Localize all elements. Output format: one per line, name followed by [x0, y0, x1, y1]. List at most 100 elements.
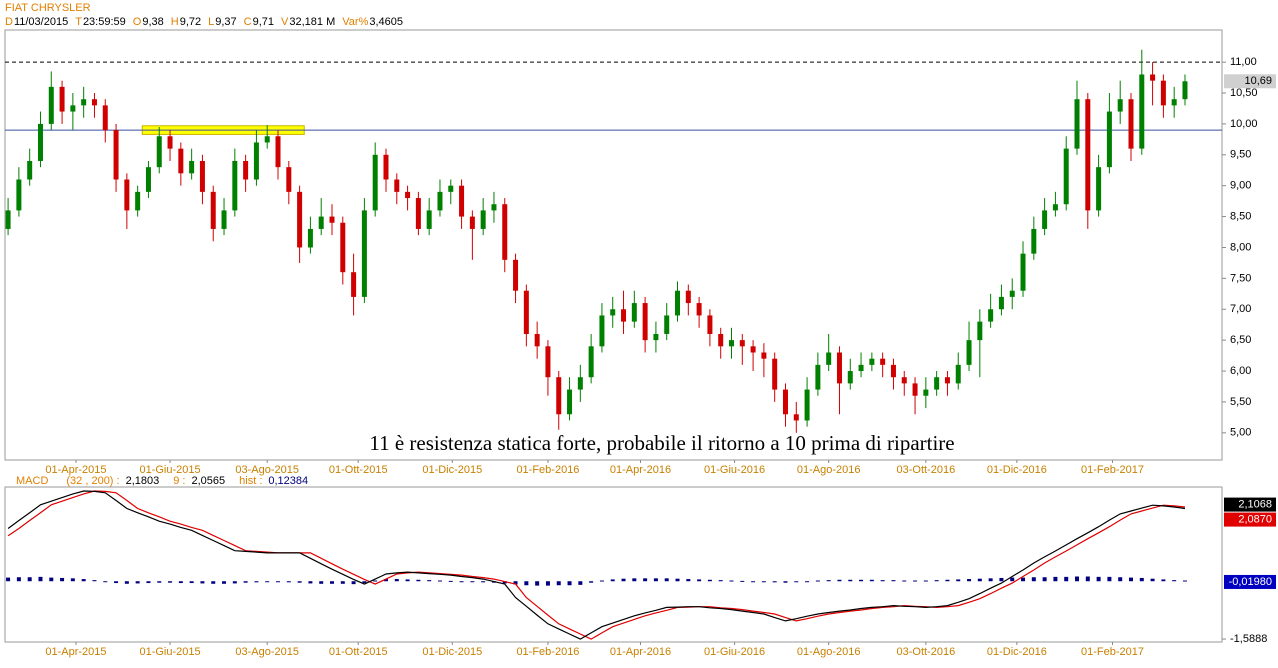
histogram-bar	[330, 581, 335, 584]
candle-body	[189, 160, 195, 174]
candle-body	[135, 191, 141, 211]
histogram-bar	[567, 581, 572, 586]
candle-body	[351, 272, 357, 297]
candle-body	[16, 179, 22, 211]
candle-body	[826, 352, 832, 365]
histogram-bar	[1075, 576, 1080, 582]
candle-body	[513, 259, 519, 291]
histogram-bar	[1182, 580, 1187, 582]
x-tick-label: 01-Giu-2016	[704, 646, 765, 658]
y-tick-label: 7,50	[1230, 272, 1251, 284]
field-key: V	[281, 16, 289, 28]
title: FIAT CHRYSLER	[5, 2, 91, 14]
histogram-bar	[114, 581, 119, 584]
histogram-bar	[308, 581, 313, 584]
x-tick-label: 01-Ott-2015	[329, 464, 388, 476]
candle-body	[1128, 99, 1134, 149]
candle-body	[1106, 111, 1112, 168]
histogram-bar	[254, 581, 259, 583]
histogram-bar	[729, 580, 734, 582]
candle-body	[48, 86, 54, 124]
histogram-bar	[81, 579, 86, 582]
x-tick-label: 01-Feb-2017	[1081, 646, 1144, 658]
histogram-bar	[772, 581, 777, 583]
candle-body	[610, 309, 616, 316]
histogram-bar	[319, 581, 324, 584]
histogram-bar	[1139, 577, 1144, 582]
histogram-bar	[513, 581, 518, 585]
price-tag-label: 2,0870	[1238, 513, 1272, 525]
candle-body	[491, 204, 497, 211]
legend-value: 0,12384	[268, 475, 308, 487]
histogram-bar	[923, 580, 928, 582]
legend-value: 2,0565	[191, 475, 225, 487]
candle-body	[642, 303, 648, 341]
histogram-bar	[556, 581, 561, 586]
candle-body	[1042, 210, 1048, 229]
candle-body	[415, 198, 421, 229]
candle-body	[372, 154, 378, 211]
histogram-bar	[49, 577, 54, 582]
x-tick-label: 01-Giu-2016	[704, 464, 765, 476]
y-tick-label: 5,50	[1230, 396, 1251, 408]
candle-body	[545, 346, 551, 378]
candle-body	[113, 130, 119, 180]
x-tick-label: 01-Ago-2016	[797, 464, 861, 476]
candle-body	[124, 179, 130, 211]
histogram-bar	[373, 580, 378, 582]
candle-body	[5, 210, 11, 229]
histogram-bar	[394, 579, 399, 582]
histogram-bar	[1161, 579, 1166, 582]
histogram-bar	[707, 579, 712, 582]
candle-body	[243, 160, 249, 180]
candle-body	[1182, 81, 1188, 100]
candle-body	[286, 167, 292, 192]
candle-body	[329, 216, 335, 223]
x-tick-label: 01-Dic-2016	[987, 464, 1047, 476]
histogram-bar	[761, 581, 766, 583]
y-tick-label: 8,00	[1230, 241, 1251, 253]
candle-body	[340, 222, 346, 273]
x-tick-label: 01-Apr-2015	[45, 646, 106, 658]
candle-body	[37, 123, 43, 161]
candle-body	[772, 358, 778, 390]
candle-body	[178, 148, 184, 174]
candle-body	[1031, 228, 1037, 254]
candle-body	[750, 346, 756, 353]
price-tag	[1224, 574, 1276, 589]
histogram-bar	[610, 579, 615, 582]
legend-label: hist :	[239, 475, 262, 487]
x-tick-label: 03-Ott-2016	[896, 464, 955, 476]
candle-body	[1052, 204, 1058, 211]
x-tick-label: 01-Dic-2015	[422, 464, 482, 476]
candle-body	[923, 389, 929, 396]
x-tick-label: 01-Feb-2017	[1081, 464, 1144, 476]
candle-body	[966, 340, 972, 365]
x-tick-label: 01-Apr-2016	[610, 646, 671, 658]
histogram-bar	[1053, 576, 1058, 582]
candle-body	[836, 352, 842, 384]
x-tick-label: 01-Dic-2015	[422, 646, 482, 658]
field-value: 23:59:59	[83, 16, 126, 28]
histogram-bar	[38, 576, 43, 582]
histogram-bar	[135, 581, 140, 584]
histogram-bar	[632, 578, 637, 582]
histogram-bar	[815, 580, 820, 582]
candle-body	[847, 371, 853, 384]
histogram-bar	[869, 579, 874, 582]
candle-body	[1020, 253, 1026, 291]
price-tag	[1224, 497, 1276, 512]
candle-body	[102, 105, 108, 131]
histogram-bar	[470, 581, 475, 583]
y-tick-label: 7,00	[1230, 303, 1251, 315]
histogram-bar	[621, 578, 626, 582]
candle-body	[804, 389, 810, 421]
candle-body	[448, 185, 454, 192]
histogram-bar	[686, 579, 691, 582]
field-key: T	[75, 16, 82, 28]
field-value: 9,38	[142, 16, 163, 28]
y-tick-label: 11,00	[1230, 56, 1257, 68]
candle-body	[631, 303, 637, 322]
y-tick-label: 6,00	[1230, 365, 1251, 377]
x-tick-label: 01-Giu-2015	[139, 464, 200, 476]
